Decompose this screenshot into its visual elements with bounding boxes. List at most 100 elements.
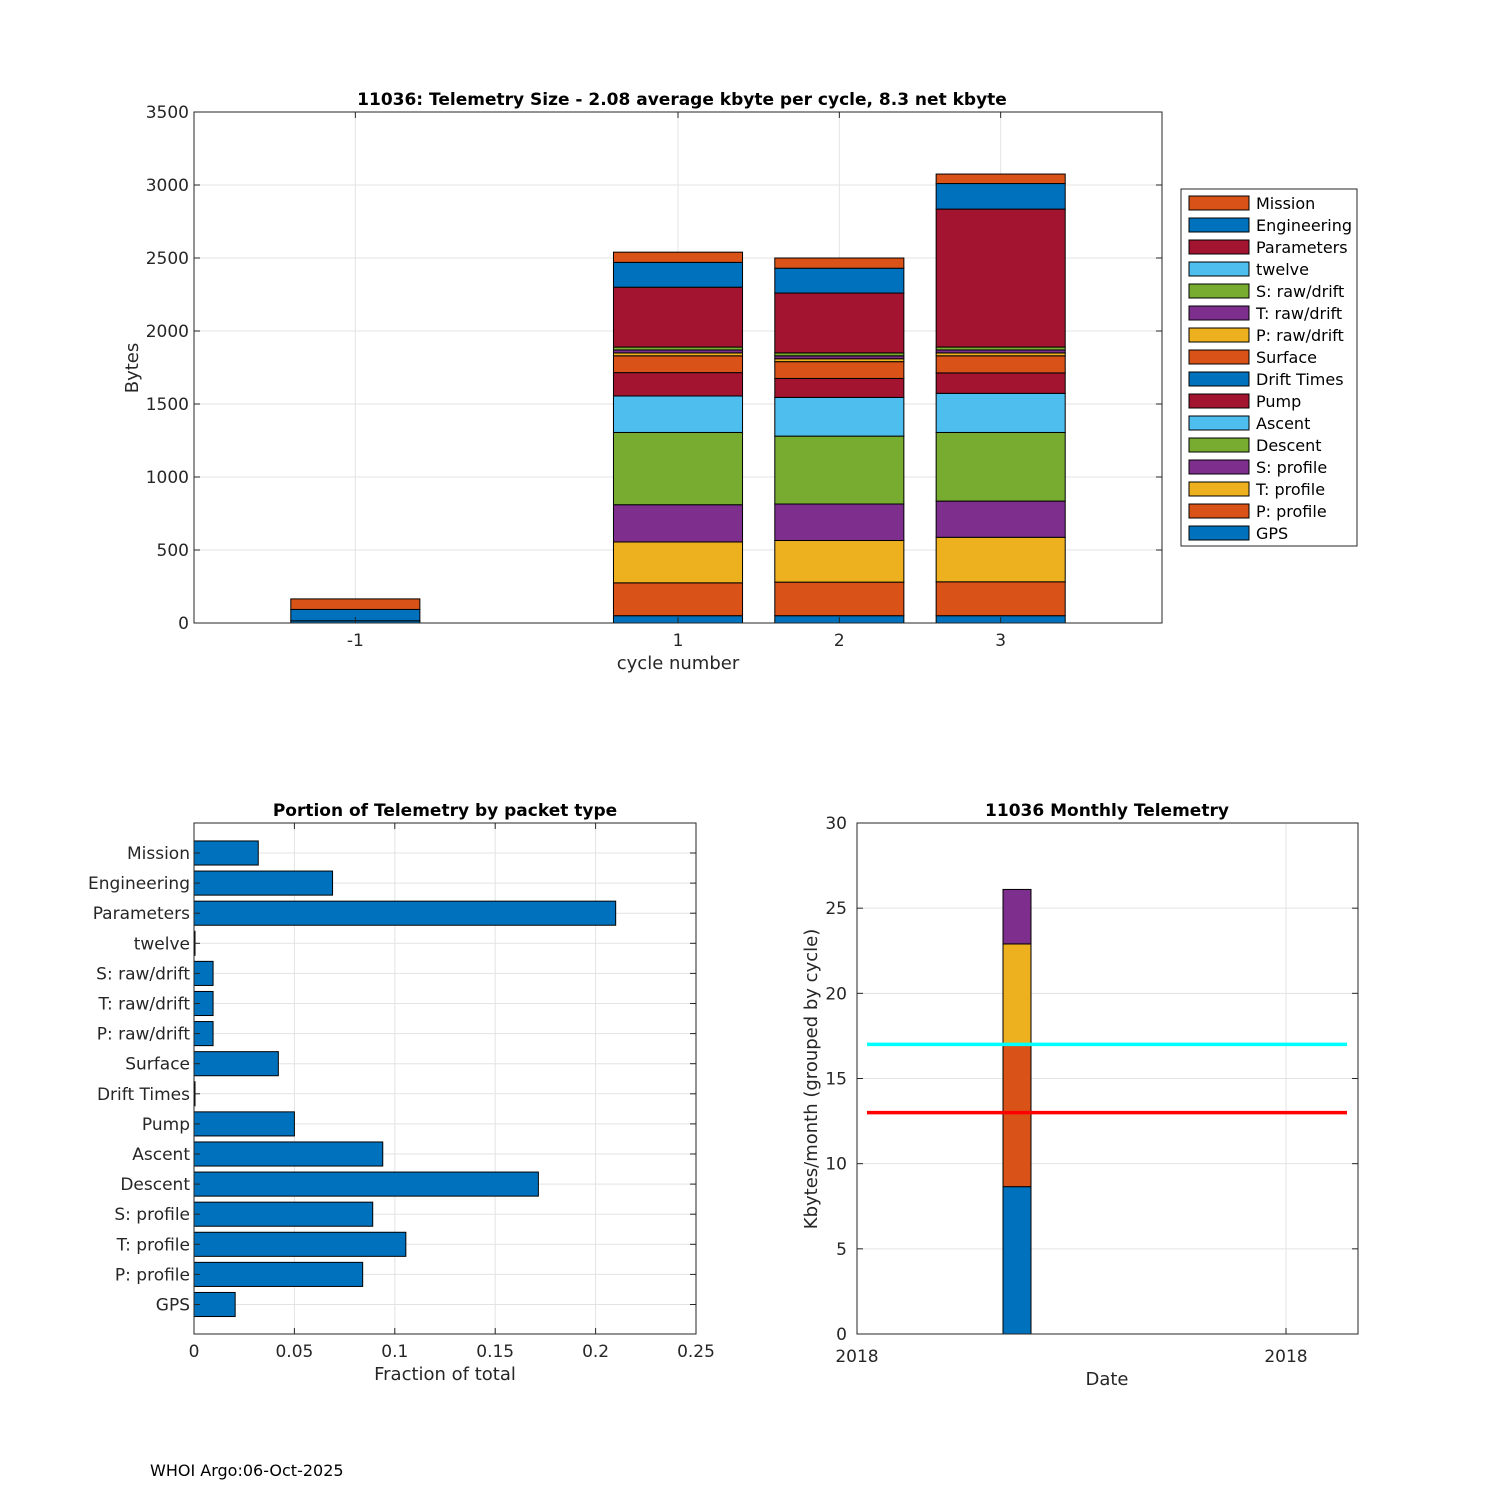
legend-label-ascent: Ascent [1256,414,1310,433]
legend-swatch-p-raw-drift [1188,327,1250,343]
bar-fraction-t-profile [193,1231,407,1257]
chart2-category-label-surface: Surface [125,1055,190,1075]
bar-fraction-parameters [193,900,617,926]
chart1-ylabel: Bytes [122,343,143,394]
legend-swatch-s-profile [1188,459,1250,475]
chart2-category-label-s-raw-drift: S: raw/drift [96,964,190,984]
bar-cycle-3-mission [935,173,1066,185]
bar-cycle-3-p-profile [935,581,1066,617]
chart3-ytick-label: 25 [825,899,847,919]
chart2-category-label-mission: Mission [127,844,190,864]
footer-credit: WHOI Argo:06-Oct-2025 [150,1461,344,1480]
bar-cycle-1-parameters [612,286,744,348]
legend-label-twelve: twelve [1256,260,1309,279]
monthly-bar-segment-1 [1002,1186,1032,1335]
bar-cycle-1-p-profile [612,582,744,617]
legend-swatch-surface [1188,349,1250,365]
bar-cycle-2-surface [774,361,905,379]
legend-label-parameters: Parameters [1256,238,1348,257]
chart3-ytick-label: 0 [836,1325,847,1345]
chart2-xtick-label: 0.2 [582,1342,609,1362]
legend-label-gps: GPS [1256,524,1288,543]
chart3-ytick-label: 10 [825,1155,847,1175]
chart3-ytick-label: 15 [825,1070,847,1090]
bar-fraction-p-profile [193,1261,364,1287]
bar-cycle-2-mission [774,257,905,269]
chart3-xtick-label: 2018 [835,1347,878,1367]
chart2-category-label-t-profile: T: profile [116,1235,190,1255]
legend-label-mission: Mission [1256,194,1315,213]
legend-label-surface: Surface [1256,348,1317,367]
bar-cycle-2-descent [774,435,905,505]
chart2-category-label-p-raw-drift: P: raw/drift [97,1025,191,1045]
bar-cycle-1-mission [612,251,744,263]
bar-cycle-2-p-profile [774,581,905,617]
chart3-ylabel: Kbytes/month (grouped by cycle) [801,929,822,1229]
bar-cycle-3-pump [935,372,1066,394]
bar-fraction-surface [193,1051,279,1077]
chart2-category-label-t-raw-drift: T: raw/drift [97,995,190,1015]
chart2-title: Portion of Telemetry by packet type [273,801,617,821]
bar-cycle-2-pump [774,377,905,398]
legend-label-t-raw-drift: T: raw/drift [1255,304,1342,323]
legend-label-descent: Descent [1256,436,1322,455]
bar-cycle-1-ascent [612,395,744,433]
bar-fraction-mission [193,840,259,866]
chart2-category-label-p-profile: P: profile [115,1265,190,1285]
bar-cycle-1-engineering [612,261,744,288]
chart1-legend: Mission Engineering Parameters twelve S: raw… [1180,188,1358,547]
chart2-xtick-label: 0.1 [381,1342,408,1362]
legend-label-p-raw-drift: P: raw/drift [1256,326,1344,345]
bar-fraction-ascent [193,1141,384,1167]
bar-cycle-1-mission [290,598,421,610]
chart3-xtick-label: 2018 [1264,1347,1307,1367]
chart1-xtick-label: 2 [834,631,845,651]
chart2-category-label-ascent: Ascent [132,1145,190,1165]
legend-swatch-parameters [1188,239,1250,255]
chart1-ytick-label: 2500 [146,249,189,269]
legend-swatch-pump [1188,393,1250,409]
legend-label-s-profile: S: profile [1256,458,1327,477]
bar-cycle-3-engineering [935,183,1066,210]
chart2-xtick-label: 0.15 [476,1342,514,1362]
monthly-bar-segment-2 [1002,1043,1032,1188]
chart1-ytick-label: 3500 [146,103,189,123]
chart2-category-label-descent: Descent [120,1175,190,1195]
chart1-xlabel: cycle number [617,653,740,674]
bar-cycle-3-parameters [935,208,1066,348]
legend-swatch-t-raw-drift [1188,305,1250,321]
bar-cycle-3-surface [935,355,1066,374]
chart2-category-label-gps: GPS [156,1296,190,1316]
bar-fraction-engineering [193,870,334,896]
bar-fraction-descent [193,1171,539,1197]
chart2-category-label-twelve: twelve [134,934,190,954]
bar-cycle-1-surface [612,355,744,374]
chart3-ytick-label: 20 [825,984,847,1004]
bar-cycle-2-t-profile [774,540,905,583]
chart3-ytick-label: 5 [836,1240,847,1260]
legend-swatch-engineering [1188,217,1250,233]
bar-cycle-3-descent [935,431,1066,502]
legend-swatch-gps [1188,525,1250,541]
monthly-bar-segment-3 [1002,943,1032,1045]
bar-cycle-2-s-profile [774,503,905,542]
monthly-bar-segment-4 [1002,888,1032,945]
bar-cycle-2-parameters [774,292,905,354]
bar-cycle-1-s-profile [612,504,744,543]
legend-swatch-s-raw-drift [1188,283,1250,299]
chart3-ytick-label: 30 [825,814,847,834]
bar-cycle-3-s-profile [935,500,1066,538]
bar-fraction-pump [193,1111,295,1137]
chart1-xtick-label: 3 [995,631,1006,651]
chart2-xlabel: Fraction of total [374,1364,516,1385]
legend-label-t-profile: T: profile [1255,480,1325,499]
chart1-ytick-label: 0 [178,614,189,634]
legend-swatch-mission [1188,195,1250,211]
telemetry-size-chart: 0 500 1000 1500 2000 2500 3000 3500 -1 1 2 3 11036:… [122,90,1358,674]
legend-swatch-p-profile [1188,503,1250,519]
bar-cycle-3-ascent [935,392,1066,433]
bar-cycle-1-t-profile [612,541,744,584]
legend-swatch-t-profile [1188,481,1250,497]
bar-fraction-gps [193,1291,236,1318]
